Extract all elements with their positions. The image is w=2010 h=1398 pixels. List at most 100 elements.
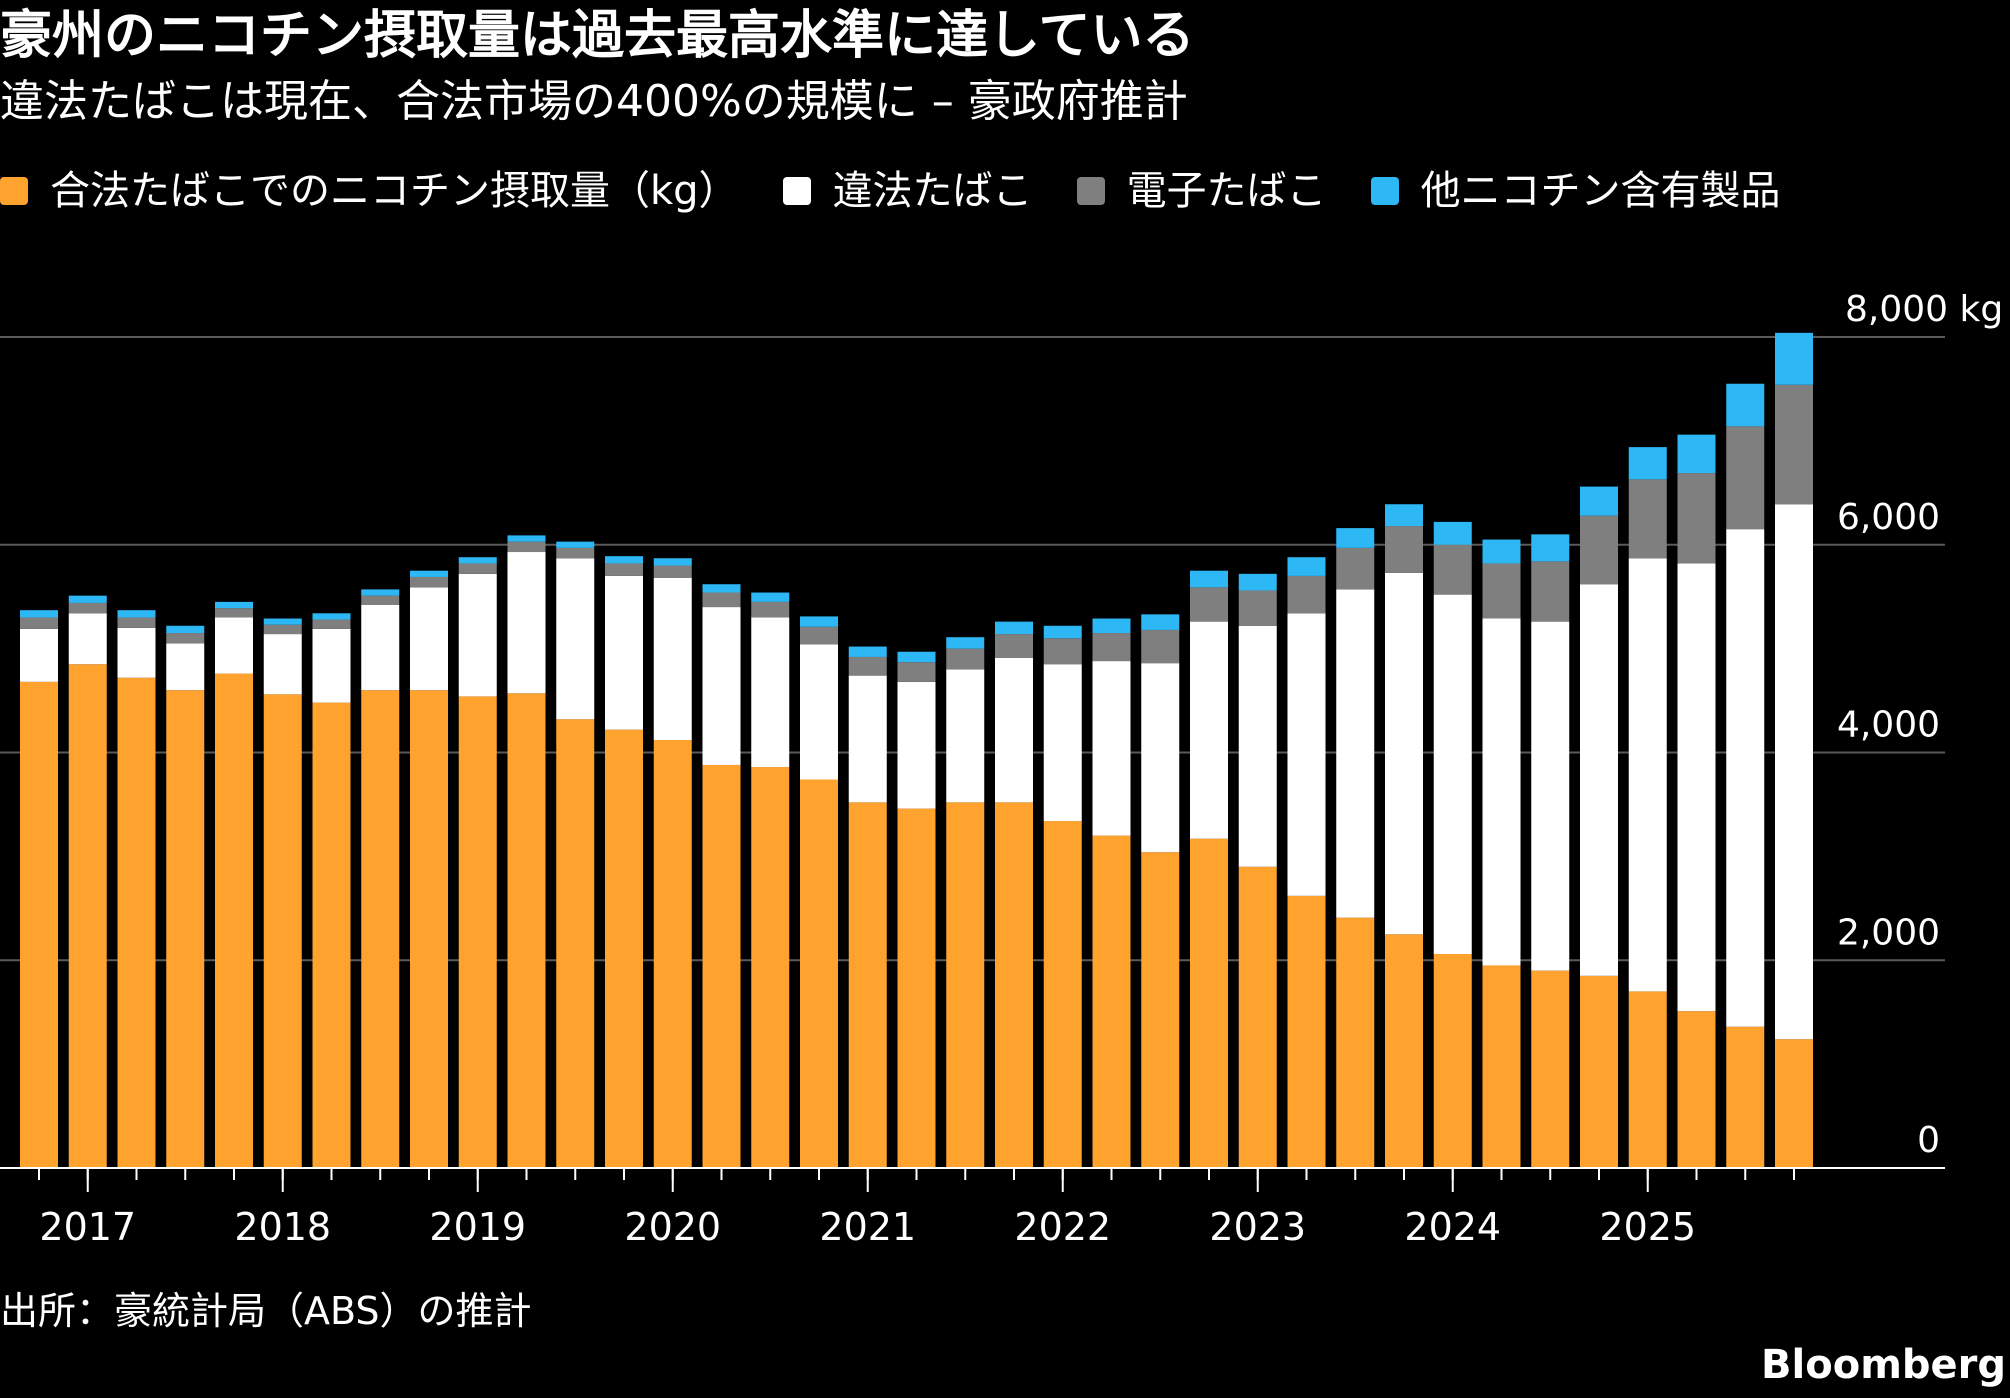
bar-segment-legal (1141, 852, 1180, 1168)
legend-swatch-illicit (782, 177, 811, 205)
bar-segment-other (1531, 534, 1570, 562)
bar-segment-ecig (1433, 544, 1472, 595)
bar-segment-other (1482, 539, 1521, 564)
bar-segment-ecig (1677, 473, 1716, 564)
bar-segment-illicit (410, 587, 448, 691)
x-tick-label: 2024 (1404, 1205, 1501, 1249)
bar-segment-legal (215, 673, 253, 1168)
bar-segment-ecig (1628, 479, 1667, 559)
bar-segment-ecig (263, 624, 302, 635)
bar-segment-illicit (1628, 558, 1667, 992)
stacked-bar-chart: 0 2,000 4,000 6,000 8,000 kg 2017 2018 2019 2020… (0, 289, 2003, 1249)
bar-segment-legal (312, 702, 351, 1168)
bar-segment-other (1190, 570, 1228, 588)
chart-title: 豪州のニコチン摂取量は過去最高水準に達している (0, 6, 1195, 66)
bar-segment-legal (946, 802, 985, 1168)
x-tick-label: 2020 (624, 1205, 721, 1249)
legend: 合法たばこでのニコチン摂取量（kg） 違法たばこ 電子たばこ 他ニコチン含有製品 (0, 164, 1825, 218)
bar-segment-illicit (20, 628, 58, 682)
bar-segment-ecig (1092, 633, 1131, 662)
bar-segment-illicit (1238, 625, 1277, 867)
bar-segment-legal (68, 664, 107, 1168)
legend-item-ecig: 電子たばこ (1076, 164, 1327, 218)
bar-segment-other (166, 625, 205, 634)
bar-segment-ecig (1336, 547, 1375, 590)
bar-segment-legal (1628, 991, 1667, 1168)
bar-segment-ecig (312, 619, 351, 629)
bar-segment-ecig (800, 626, 838, 645)
bar-segment-illicit (1726, 529, 1765, 1027)
bar-segment-illicit (215, 617, 253, 674)
bar-segment-illicit (1385, 572, 1423, 935)
bar-segment-legal (556, 719, 595, 1168)
bar-segment-other (1677, 434, 1716, 474)
bar-segment-legal (1043, 821, 1082, 1168)
bar-segment-other (1726, 383, 1765, 427)
bar-segment-illicit (507, 552, 546, 694)
bar-segment-other (1385, 504, 1423, 527)
bar-segment-illicit (68, 613, 107, 665)
bar-segment-other (1580, 486, 1618, 516)
bar-segment-illicit (1531, 621, 1570, 971)
bar-segment-other (605, 556, 643, 564)
bar-segment-other (410, 570, 448, 577)
bar-segment-illicit (1482, 618, 1521, 966)
bar-segment-legal (1385, 934, 1423, 1168)
bar-segment-legal (1531, 970, 1570, 1168)
bar-segment-other (1043, 625, 1082, 639)
bar-segment-other (507, 535, 546, 542)
bar-segment-other (1141, 614, 1180, 630)
bar-segment-ecig (458, 563, 497, 574)
bar-segment-other (848, 646, 887, 657)
bar-segment-illicit (263, 634, 302, 695)
bar-segment-other (653, 558, 692, 566)
bar-segment-legal (995, 802, 1033, 1168)
legend-item-legal: 合法たばこでのニコチン摂取量（kg） (0, 164, 739, 218)
bar-segment-legal (897, 808, 936, 1168)
bar-segment-legal (800, 779, 838, 1168)
bar-segment-other (702, 584, 741, 593)
bar-segment-legal (1726, 1026, 1765, 1168)
bar-segment-legal (410, 690, 448, 1168)
bar-segment-other (117, 610, 156, 618)
legend-label-ecig: 電子たばこ (1126, 168, 1327, 214)
bar-segment-other (897, 651, 936, 663)
bar-segment-other (1092, 618, 1131, 634)
y-tick-label: 8,000 kg (1845, 289, 2003, 330)
bar-segment-legal (1433, 954, 1472, 1168)
x-tick-label: 2025 (1599, 1205, 1696, 1249)
bar-segment-legal (166, 690, 205, 1168)
bar-segment-legal (507, 693, 546, 1168)
y-tick-label: 4,000 (1837, 705, 1940, 746)
bar-segment-legal (1287, 895, 1326, 1168)
bar-segment-ecig (995, 634, 1033, 658)
bar-segment-illicit (1433, 594, 1472, 955)
bar-segment-illicit (897, 681, 936, 809)
x-tick-label: 2023 (1209, 1205, 1306, 1249)
axis-labels: 0 2,000 4,000 6,000 8,000 kg 2017 2018 2019 2020… (39, 289, 2003, 1249)
bar-segment-illicit (458, 573, 497, 697)
x-tick-label: 2021 (819, 1205, 916, 1249)
bar-segment-legal (117, 677, 156, 1168)
bar-segment-illicit (1141, 663, 1180, 853)
bar-segment-legal (1775, 1039, 1813, 1168)
bar-segment-illicit (1677, 563, 1716, 1012)
bar-segment-ecig (20, 617, 58, 629)
legend-swatch-legal (0, 177, 28, 205)
bar-segment-ecig (653, 565, 692, 578)
y-tick-label: 6,000 (1837, 497, 1940, 538)
bar-segment-ecig (215, 608, 253, 618)
bar-segment-other (556, 541, 595, 548)
bar-segment-other (1336, 528, 1375, 548)
bar-segment-ecig (1531, 561, 1570, 622)
bar-segment-ecig (848, 656, 887, 676)
bar-segment-ecig (556, 547, 595, 559)
legend-swatch-other (1370, 177, 1399, 205)
legend-label-illicit: 違法たばこ (832, 168, 1033, 214)
bar-segment-legal (1677, 1011, 1716, 1168)
bar-segment-ecig (1482, 563, 1521, 619)
bar-segment-ecig (1190, 587, 1228, 622)
bar-segment-illicit (1287, 613, 1326, 896)
bar-segment-other (995, 621, 1033, 635)
bar-segment-ecig (1726, 426, 1765, 530)
